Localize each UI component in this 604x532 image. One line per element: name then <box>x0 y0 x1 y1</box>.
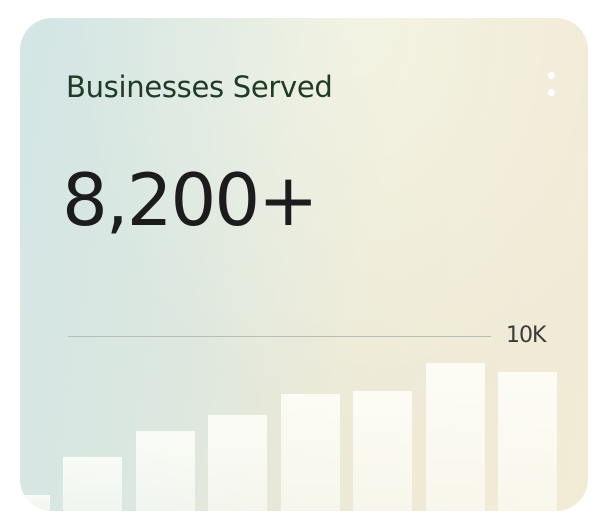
bar-7 <box>498 371 557 511</box>
bar-2 <box>136 430 195 511</box>
bar-6 <box>426 363 485 511</box>
bar-5 <box>353 390 412 511</box>
bar-1 <box>63 457 122 511</box>
bar-0 <box>20 495 50 511</box>
reference-label: 10K <box>506 323 546 348</box>
menu-dot <box>548 72 555 79</box>
more-vertical-icon[interactable] <box>544 70 558 100</box>
bar-4 <box>281 394 340 511</box>
menu-dot <box>548 89 555 96</box>
bar-3 <box>208 415 267 511</box>
metric-value: 8,200+ <box>62 158 318 242</box>
card-title: Businesses Served <box>66 70 333 104</box>
businesses-served-card: Businesses Served 8,200+ 10K <box>20 18 588 511</box>
reference-line <box>68 336 491 337</box>
